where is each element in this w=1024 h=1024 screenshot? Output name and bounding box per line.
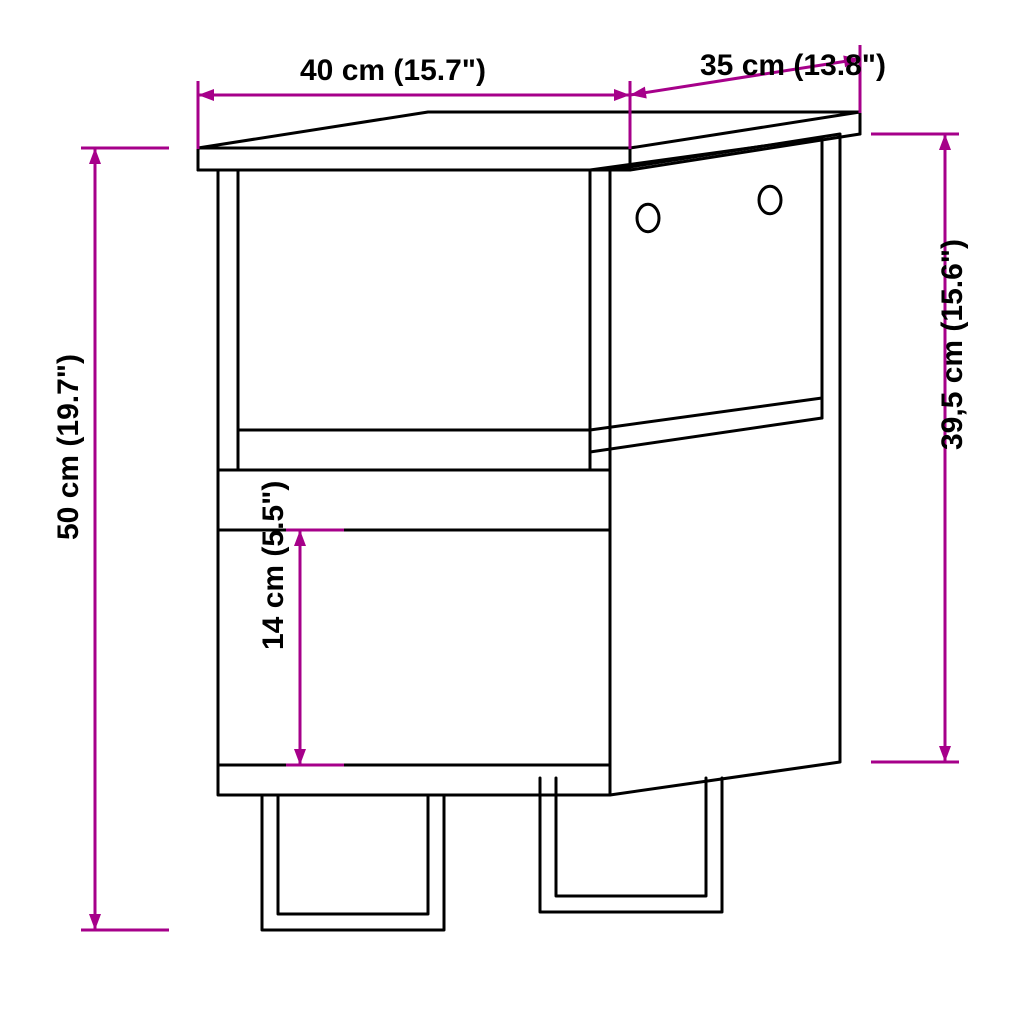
label-drawer: 14 cm (5.5"): [257, 481, 290, 650]
dim-height: [81, 148, 169, 930]
furniture-drawing: [198, 112, 860, 930]
label-depth: 35 cm (13.8"): [700, 49, 886, 82]
label-body: 39,5 cm (15.6"): [936, 239, 969, 450]
label-width: 40 cm (15.7"): [300, 54, 486, 87]
label-height: 50 cm (19.7"): [52, 354, 85, 540]
dimension-lines: [81, 45, 959, 930]
dim-drawer: [286, 530, 344, 765]
